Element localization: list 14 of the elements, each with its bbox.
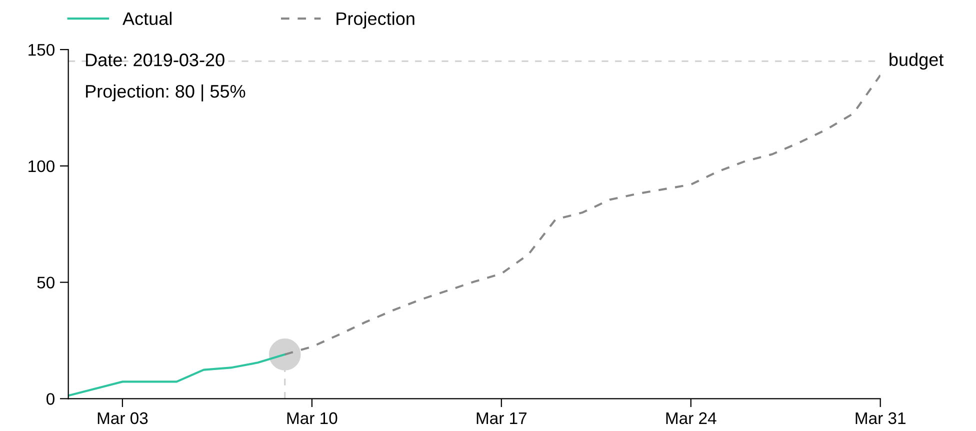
legend-label: Projection: [336, 12, 414, 29]
y-tick-label: 50: [37, 276, 54, 289]
annotation: Date: 2019-03-20: [86, 54, 224, 66]
y-tick-label: 150: [28, 44, 54, 56]
x-tick-label: Mar 10: [287, 412, 338, 424]
x-tick-label: Mar 17: [476, 412, 527, 424]
y-tick-label: 100: [28, 160, 54, 172]
legend-label: Actual: [122, 12, 172, 26]
x-tick-label: Mar 31: [856, 412, 906, 424]
ref-line-label: budget: [890, 52, 944, 70]
y-tick-label: 0: [46, 393, 54, 405]
x-tick-label: Mar 03: [98, 412, 148, 424]
x-tick-label: Mar 24: [666, 412, 716, 424]
annotation: Projection: 80 | 55%: [86, 84, 246, 102]
